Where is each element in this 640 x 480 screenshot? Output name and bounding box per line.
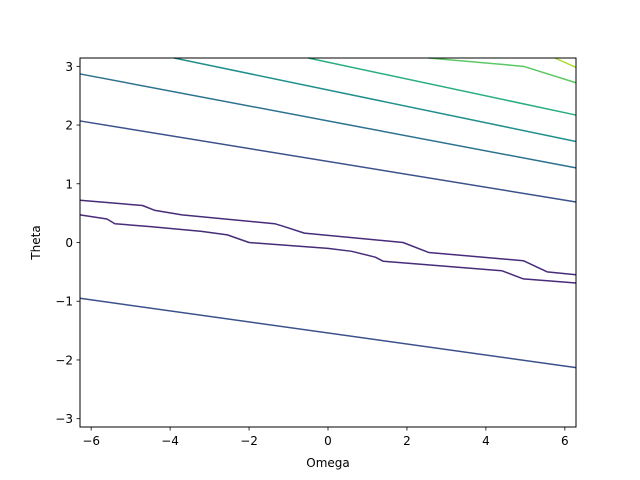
y-tick-label: 1: [65, 177, 73, 191]
x-axis-ticks: −6 −4 −2 0 2 4 6: [82, 427, 569, 448]
x-tick-label: 6: [561, 434, 569, 448]
y-axis-ticks: −3 −2 −1 0 1 2 3: [55, 60, 80, 426]
x-tick-label: 2: [403, 434, 411, 448]
contour-line-9: [554, 57, 577, 69]
x-tick-label: −6: [82, 434, 100, 448]
y-axis-label: Theta: [29, 225, 43, 260]
x-tick-label: 0: [324, 434, 332, 448]
y-tick-label: 0: [65, 236, 73, 250]
contour-line-1: [79, 214, 577, 284]
y-tick-label: −1: [55, 295, 73, 309]
contour-line-3: [79, 297, 577, 369]
contour-line-4: [79, 120, 577, 203]
x-tick-label: −2: [240, 434, 258, 448]
x-tick-label: −4: [161, 434, 179, 448]
contour-line-6: [173, 57, 577, 143]
contour-lines: [79, 57, 577, 369]
contour-line-8: [428, 57, 577, 84]
contour-line-2: [79, 199, 577, 276]
contour-line-7: [308, 57, 577, 116]
x-axis-label: Omega: [306, 456, 350, 470]
y-tick-label: −3: [55, 412, 73, 426]
y-tick-label: 2: [65, 119, 73, 133]
x-tick-label: 4: [482, 434, 490, 448]
y-tick-label: 3: [65, 60, 73, 74]
contour-line-5: [79, 73, 577, 169]
y-tick-label: −2: [55, 353, 73, 367]
